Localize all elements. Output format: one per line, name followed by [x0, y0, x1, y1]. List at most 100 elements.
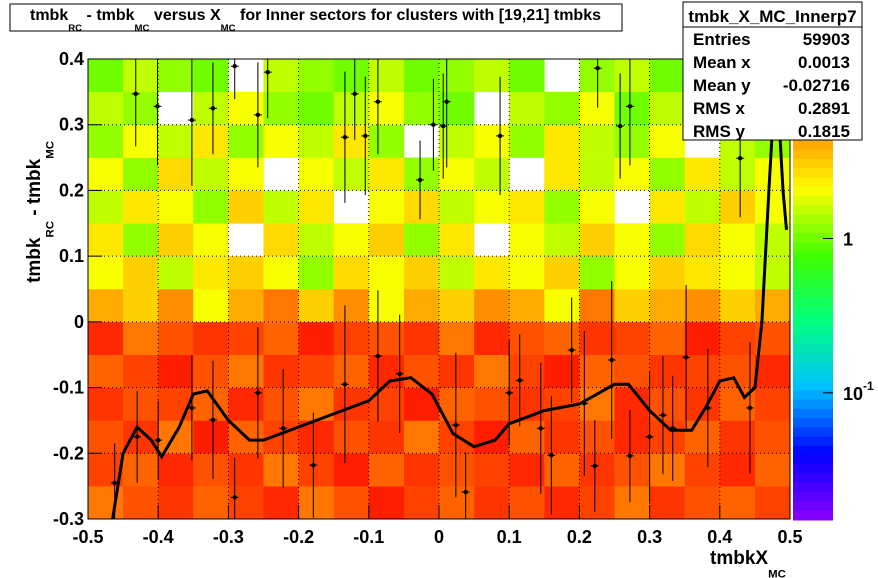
heatmap-cell	[474, 59, 510, 93]
heatmap-cell	[579, 59, 615, 93]
y-axis-label-part: RC	[44, 221, 56, 237]
profile-marker	[444, 99, 449, 104]
heatmap-cell	[123, 157, 159, 191]
colorbar-segment	[793, 223, 833, 234]
colorbar-segment	[793, 381, 833, 391]
profile-point	[208, 62, 217, 155]
heatmap-cell	[298, 124, 334, 158]
heatmap-cell	[684, 486, 721, 520]
heatmap-cell	[439, 91, 475, 126]
heatmap-cell	[298, 486, 334, 520]
heatmap-cell	[158, 59, 194, 93]
stats-value: 59903	[803, 30, 850, 49]
heatmap-cell	[228, 157, 264, 191]
heatmap-cell	[193, 59, 229, 93]
heatmap-cell	[439, 289, 475, 323]
heatmap-cell	[158, 157, 194, 191]
heatmap-cell	[263, 256, 299, 290]
heatmap-cell	[509, 420, 545, 454]
heatmap-cell	[614, 486, 650, 520]
heatmap-cell	[474, 190, 510, 224]
heatmap-cell	[719, 256, 756, 290]
chart-title-part: MC	[135, 23, 150, 34]
heatmap-cell	[403, 387, 440, 421]
heatmap-cell	[403, 354, 440, 388]
heatmap-cell	[158, 420, 194, 454]
z-tick-label-exponent: -1	[863, 379, 874, 393]
heatmap-cell	[193, 354, 229, 388]
heatmap-cell	[193, 124, 229, 158]
profile-point	[154, 400, 163, 480]
heatmap-cell	[158, 223, 194, 257]
profile-point	[230, 457, 239, 519]
heatmap-cell	[684, 190, 721, 224]
heatmap-cell	[544, 420, 580, 454]
profile-marker	[375, 353, 381, 359]
profile-marker	[592, 463, 598, 468]
heatmap-cell	[474, 354, 510, 388]
heatmap-cell	[368, 157, 405, 191]
colorbar-segment	[793, 186, 833, 197]
heatmap-cell	[228, 91, 264, 126]
heatmap-cell	[158, 289, 194, 323]
heatmap-cell	[88, 157, 124, 191]
profile-marker	[280, 426, 286, 431]
heatmap-cell	[193, 256, 229, 290]
chart-title-part: - tmbk	[82, 7, 135, 24]
heatmap-cell	[368, 289, 405, 323]
heatmap-cell	[403, 190, 440, 224]
profile-marker	[232, 495, 237, 500]
heatmap-cell	[263, 486, 299, 520]
profile-point	[350, 59, 359, 140]
profile-point	[590, 419, 599, 512]
profile-marker	[431, 122, 436, 127]
heatmap-cell	[368, 321, 405, 356]
heatmap-cell	[754, 453, 791, 487]
heatmap-cell	[474, 256, 510, 290]
heatmap-cell	[719, 223, 756, 257]
heatmap-cell	[719, 321, 756, 356]
profile-point	[187, 59, 196, 186]
chart-title: tmbkRC - tmbkMC versus XMC for Inner sec…	[30, 7, 601, 34]
colorbar-segment	[793, 297, 833, 308]
profile-point	[263, 59, 272, 119]
heatmap-cell	[719, 190, 756, 224]
heatmap-cell	[649, 453, 685, 487]
profile-marker	[453, 422, 459, 428]
profile-point	[505, 340, 514, 446]
heatmap-cell	[439, 59, 475, 93]
profile-point	[340, 71, 349, 203]
heatmap-cell	[263, 124, 299, 158]
profile-point	[361, 76, 370, 196]
heatmap-cell	[509, 453, 545, 487]
profile-marker	[156, 437, 161, 443]
heatmap-cell	[88, 420, 124, 454]
heatmap-cell	[368, 91, 405, 126]
profile-marker	[617, 123, 623, 129]
heatmap-cell	[88, 91, 124, 126]
heatmap-cell	[158, 124, 194, 158]
heatmap-cell	[123, 486, 159, 520]
profile-point	[625, 409, 634, 502]
heatmap-cell	[123, 321, 159, 356]
heatmap-cell	[719, 289, 756, 323]
profile-marker	[595, 66, 600, 71]
x-axis-label-part: MC	[768, 568, 786, 578]
x-axis-label-part: tmbkX	[710, 548, 768, 569]
heatmap-cell	[263, 289, 299, 323]
chart-title-part: tmbk	[30, 7, 68, 24]
heatmap-cell	[614, 354, 650, 388]
title-box	[9, 3, 623, 32]
profile-point	[625, 59, 634, 166]
chart-title-part: versus X	[149, 7, 220, 24]
heatmap-cell	[544, 223, 580, 257]
heatmap-cell	[579, 91, 615, 126]
heatmap-cell	[509, 59, 545, 93]
colorbar-segment	[793, 353, 833, 364]
y-tick-label: 0.2	[59, 180, 84, 200]
heatmap-cell	[579, 321, 615, 356]
profile-marker	[417, 177, 423, 183]
heatmap-cell	[614, 420, 650, 454]
colorbar-segment	[793, 418, 833, 428]
